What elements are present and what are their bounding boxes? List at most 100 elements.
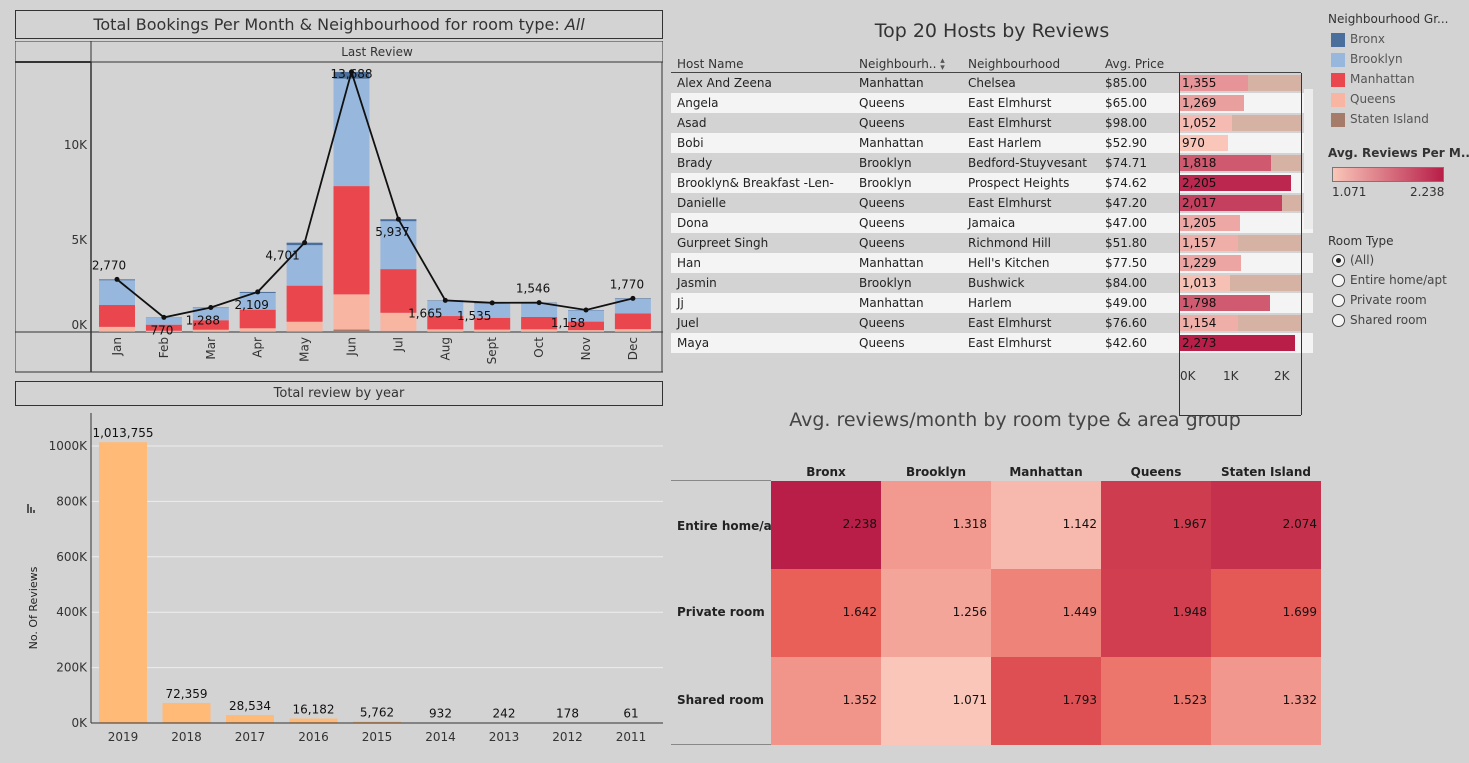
reviews-bar[interactable]	[1179, 175, 1292, 191]
bar-segment[interactable]	[333, 78, 370, 187]
line-point[interactable]	[302, 240, 308, 246]
table-row[interactable]: Brooklyn& Breakfast -Len- Brooklyn Prospec…	[671, 173, 1313, 193]
bar-segment[interactable]	[239, 309, 276, 329]
bar-segment[interactable]	[145, 317, 182, 325]
bar-segment[interactable]	[568, 310, 604, 322]
table-row[interactable]: Asad Queens East Elmhurst $98.00 1,052	[671, 113, 1313, 133]
heatmap-cell[interactable]: 1.699	[1211, 569, 1321, 657]
col-header-group[interactable]: Neighbourh.. ▴ ▾	[859, 55, 945, 73]
heatmap-cell[interactable]: 1.449	[991, 569, 1101, 657]
heatmap-cell[interactable]: 1.523	[1101, 657, 1211, 745]
heatmap-cell[interactable]: 1.318	[881, 481, 991, 569]
bar-segment[interactable]	[614, 313, 651, 330]
heatmap-cell[interactable]: 1.256	[881, 569, 991, 657]
reviews-bar[interactable]	[1179, 295, 1271, 311]
table-row[interactable]: Jasmin Brooklyn Bushwick $84.00 1,013	[671, 273, 1313, 293]
line-point[interactable]	[630, 295, 636, 301]
table-row[interactable]: Juel Queens East Elmhurst $76.60 1,154	[671, 313, 1313, 333]
bar-segment[interactable]	[521, 316, 558, 330]
sort-icon[interactable]: ▴ ▾	[940, 55, 945, 73]
bar-segment[interactable]	[192, 320, 229, 330]
table-row[interactable]: Maya Queens East Elmhurst $42.60 2,273	[671, 333, 1313, 353]
heatmap-cell[interactable]: 1.071	[881, 657, 991, 745]
col-header-host[interactable]: Host Name	[677, 57, 744, 71]
table-row[interactable]: Alex And Zeena Manhattan Chelsea $85.00 1,35…	[671, 73, 1313, 93]
col-header-price[interactable]: Avg. Price	[1105, 57, 1165, 71]
line-point[interactable]	[395, 216, 401, 222]
table-row[interactable]: Dona Queens Jamaica $47.00 1,205	[671, 213, 1313, 233]
table-row[interactable]: Brady Brooklyn Bedford-Stuyvesant $74.71 1,8…	[671, 153, 1313, 173]
bar-segment[interactable]	[521, 303, 558, 317]
table-row[interactable]: Angela Queens East Elmhurst $65.00 1,269	[671, 93, 1313, 113]
bar-segment[interactable]	[333, 186, 370, 295]
col-header-neighbourhood[interactable]: Neighbourhood	[968, 57, 1061, 71]
heatmap-cell[interactable]: 1.142	[991, 481, 1101, 569]
bar-segment[interactable]	[614, 298, 651, 314]
line-point[interactable]	[442, 297, 448, 303]
line-point[interactable]	[114, 276, 120, 282]
heatmap-cell[interactable]: 1.967	[1101, 481, 1211, 569]
bar-segment[interactable]	[474, 303, 511, 318]
bar-segment[interactable]	[521, 329, 558, 332]
line-point[interactable]	[489, 300, 495, 306]
line-point[interactable]	[536, 300, 542, 306]
reviews-bar[interactable]	[1179, 235, 1238, 251]
bar-segment[interactable]	[333, 71, 370, 79]
bar-segment[interactable]	[380, 269, 417, 313]
bar-segment[interactable]	[145, 330, 182, 332]
bar-segment[interactable]	[286, 331, 323, 332]
table-scrollbar[interactable]	[1304, 89, 1313, 229]
reviews-bar[interactable]	[1179, 315, 1238, 331]
line-point[interactable]	[583, 307, 589, 313]
reviews-bar[interactable]	[1179, 115, 1233, 131]
reviews-bar[interactable]	[1179, 195, 1282, 211]
line-point[interactable]	[349, 69, 354, 75]
bar-segment[interactable]	[192, 329, 229, 332]
bar-segment[interactable]	[192, 308, 229, 321]
bar-segment[interactable]	[427, 300, 464, 317]
bar-segment[interactable]	[380, 221, 417, 270]
heatmap-cell[interactable]: 2.074	[1211, 481, 1321, 569]
table-row[interactable]: Han Manhattan Hell's Kitchen $77.50 1,229	[671, 253, 1313, 273]
reviews-bar[interactable]	[1179, 335, 1295, 351]
bar-segment[interactable]	[239, 328, 276, 332]
reviews-bar[interactable]	[1179, 95, 1244, 111]
bar-segment[interactable]	[427, 316, 464, 330]
bar-segment[interactable]	[99, 305, 135, 327]
reviews-bar[interactable]	[1179, 75, 1248, 91]
bar-segment[interactable]	[380, 330, 417, 332]
sort-icon-small[interactable]	[27, 504, 35, 513]
bar-segment[interactable]	[474, 329, 511, 332]
table-row[interactable]: Bobi Manhattan East Harlem $52.90 970	[671, 133, 1313, 153]
line-point[interactable]	[208, 305, 214, 311]
reviews-bar[interactable]	[1179, 135, 1229, 151]
bar-segment[interactable]	[568, 330, 604, 332]
bar-segment[interactable]	[239, 292, 276, 310]
bar-segment[interactable]	[427, 329, 464, 332]
heatmap-cell[interactable]: 1.332	[1211, 657, 1321, 745]
bar-segment[interactable]	[474, 317, 511, 330]
bar-segment[interactable]	[286, 321, 323, 332]
reviews-bar[interactable]	[1179, 275, 1231, 291]
bar-segment[interactable]	[568, 321, 604, 331]
bar-segment[interactable]	[333, 294, 370, 330]
year-bar[interactable]	[99, 442, 147, 723]
line-point[interactable]	[161, 314, 167, 320]
bar-segment[interactable]	[286, 245, 323, 286]
reviews-bar[interactable]	[1179, 215, 1241, 231]
table-row[interactable]: Gurpreet Singh Queens Richmond Hill $51.80 1…	[671, 233, 1313, 253]
bar-segment[interactable]	[333, 329, 370, 332]
bar-segment[interactable]	[99, 326, 135, 332]
bar-segment[interactable]	[145, 324, 182, 331]
year-bar[interactable]	[353, 721, 401, 723]
reviews-bar[interactable]	[1179, 155, 1272, 171]
heatmap-cell[interactable]: 1.793	[991, 657, 1101, 745]
year-bar[interactable]	[162, 702, 211, 723]
year-bar[interactable]	[226, 715, 274, 723]
heatmap-cell[interactable]: 1.948	[1101, 569, 1211, 657]
table-row[interactable]: Jj Manhattan Harlem $49.00 1,798	[671, 293, 1313, 313]
bar-segment[interactable]	[99, 280, 135, 306]
bar-segment[interactable]	[380, 312, 417, 331]
bar-segment[interactable]	[286, 285, 323, 322]
heatmap-cell[interactable]: 1.642	[771, 569, 881, 657]
